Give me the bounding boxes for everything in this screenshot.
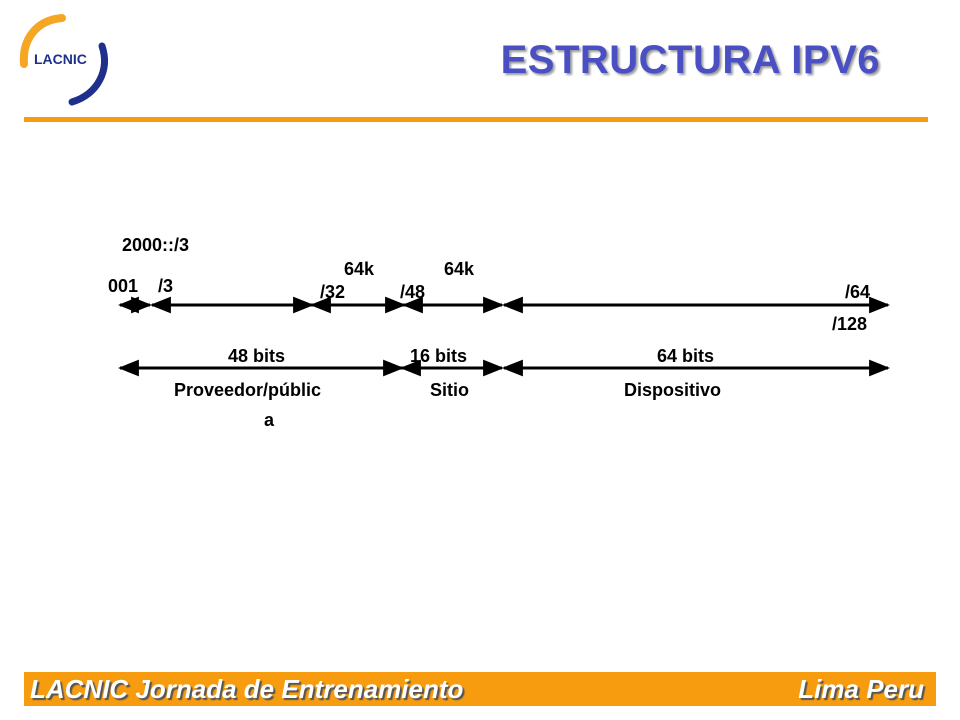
count-64k-label: 64k: [344, 259, 375, 279]
footer-bar: LACNIC Jornada de Entrenamiento Lima Per…: [24, 672, 936, 706]
segment-bits-label: 16 bits: [410, 346, 467, 366]
slash64-label: /64: [845, 282, 870, 302]
footer-background: [24, 672, 936, 706]
segment-bits-label: 48 bits: [228, 346, 285, 366]
footer-location: Lima Peru: [798, 674, 924, 704]
lacnic-logo: LACNIC: [19, 14, 108, 106]
segment-name-continuation: a: [264, 410, 275, 430]
count-64k-label: 64k: [444, 259, 475, 279]
slash32-label: /32: [320, 282, 345, 302]
page-title: ESTRUCTURA IPV6: [500, 38, 880, 82]
segment-bits-label: 64 bits: [657, 346, 714, 366]
segment-name-label: Proveedor/públic: [174, 380, 321, 400]
slash128-label: /128: [832, 314, 867, 334]
logo-text: LACNIC: [34, 51, 87, 67]
footer-event-name: LACNIC Jornada de Entrenamiento: [30, 674, 464, 704]
bits-001-label: 001: [108, 276, 138, 296]
slash3-label: /3: [158, 276, 173, 296]
header-divider: [24, 117, 928, 122]
segment-name-label: Sitio: [430, 380, 469, 400]
slash48-label: /48: [400, 282, 425, 302]
prefix-2000-label: 2000::/3: [122, 235, 189, 255]
segment-name-label: Dispositivo: [624, 380, 721, 400]
